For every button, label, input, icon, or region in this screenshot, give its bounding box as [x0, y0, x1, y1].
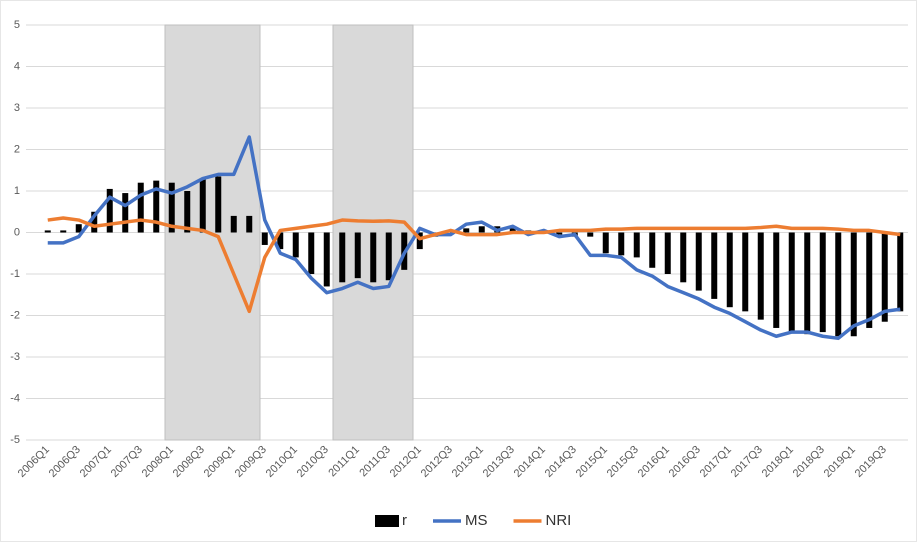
bar [711, 232, 718, 299]
bar [897, 232, 904, 312]
legend-label: MS [465, 512, 488, 529]
bar [618, 232, 625, 256]
bar [680, 232, 687, 283]
bar [323, 232, 330, 287]
line [47, 216, 901, 314]
bar [757, 232, 764, 320]
bar [509, 228, 516, 233]
y-tick-label: -1 [10, 268, 20, 280]
y-tick-label: 5 [14, 19, 20, 31]
bar [75, 224, 82, 233]
bar [91, 211, 98, 233]
bar [835, 232, 842, 337]
y-tick-label: -5 [10, 434, 20, 446]
legend: r MS NRI [375, 512, 571, 529]
y-tick-label: 2 [14, 143, 20, 155]
bar [602, 232, 609, 254]
bar [246, 215, 253, 233]
bar [199, 178, 206, 233]
bar [230, 215, 237, 233]
bar [137, 182, 144, 233]
line [47, 135, 901, 341]
bar [478, 226, 485, 233]
bar [308, 232, 315, 274]
bar [742, 232, 749, 312]
bar [819, 232, 826, 333]
legend-label: NRI [546, 512, 572, 529]
bar [695, 232, 702, 291]
bar [773, 232, 780, 328]
bar [261, 232, 268, 245]
bar [292, 232, 299, 258]
legend-swatch [375, 515, 399, 527]
y-tick-label: -4 [10, 392, 20, 404]
y-tick-label: -2 [10, 309, 20, 321]
bar [866, 232, 873, 328]
y-tick-label: 1 [14, 185, 20, 197]
bar [556, 232, 563, 235]
bar [277, 232, 284, 250]
bar [60, 230, 67, 233]
bar [122, 193, 129, 233]
bar [664, 232, 671, 274]
bar [788, 232, 795, 333]
bar [416, 232, 423, 250]
bar [649, 232, 656, 268]
legend-label: r [402, 512, 407, 529]
bar [184, 191, 191, 233]
bar [370, 232, 377, 283]
y-tick-label: 0 [14, 226, 20, 238]
bar [215, 176, 222, 233]
bar [850, 232, 857, 337]
bar [153, 180, 160, 233]
bar [44, 230, 51, 233]
bar [106, 188, 113, 233]
bar [385, 232, 392, 281]
y-tick-label: 4 [14, 60, 20, 72]
y-tick-label: 3 [14, 102, 20, 114]
bar [881, 232, 888, 322]
bar [804, 232, 811, 335]
bar [168, 182, 175, 233]
y-tick-label: -3 [10, 351, 20, 363]
bar [463, 228, 470, 233]
bar [354, 232, 361, 279]
bar [587, 232, 594, 237]
bar [339, 232, 346, 283]
bar [726, 232, 733, 308]
bar [633, 232, 640, 258]
